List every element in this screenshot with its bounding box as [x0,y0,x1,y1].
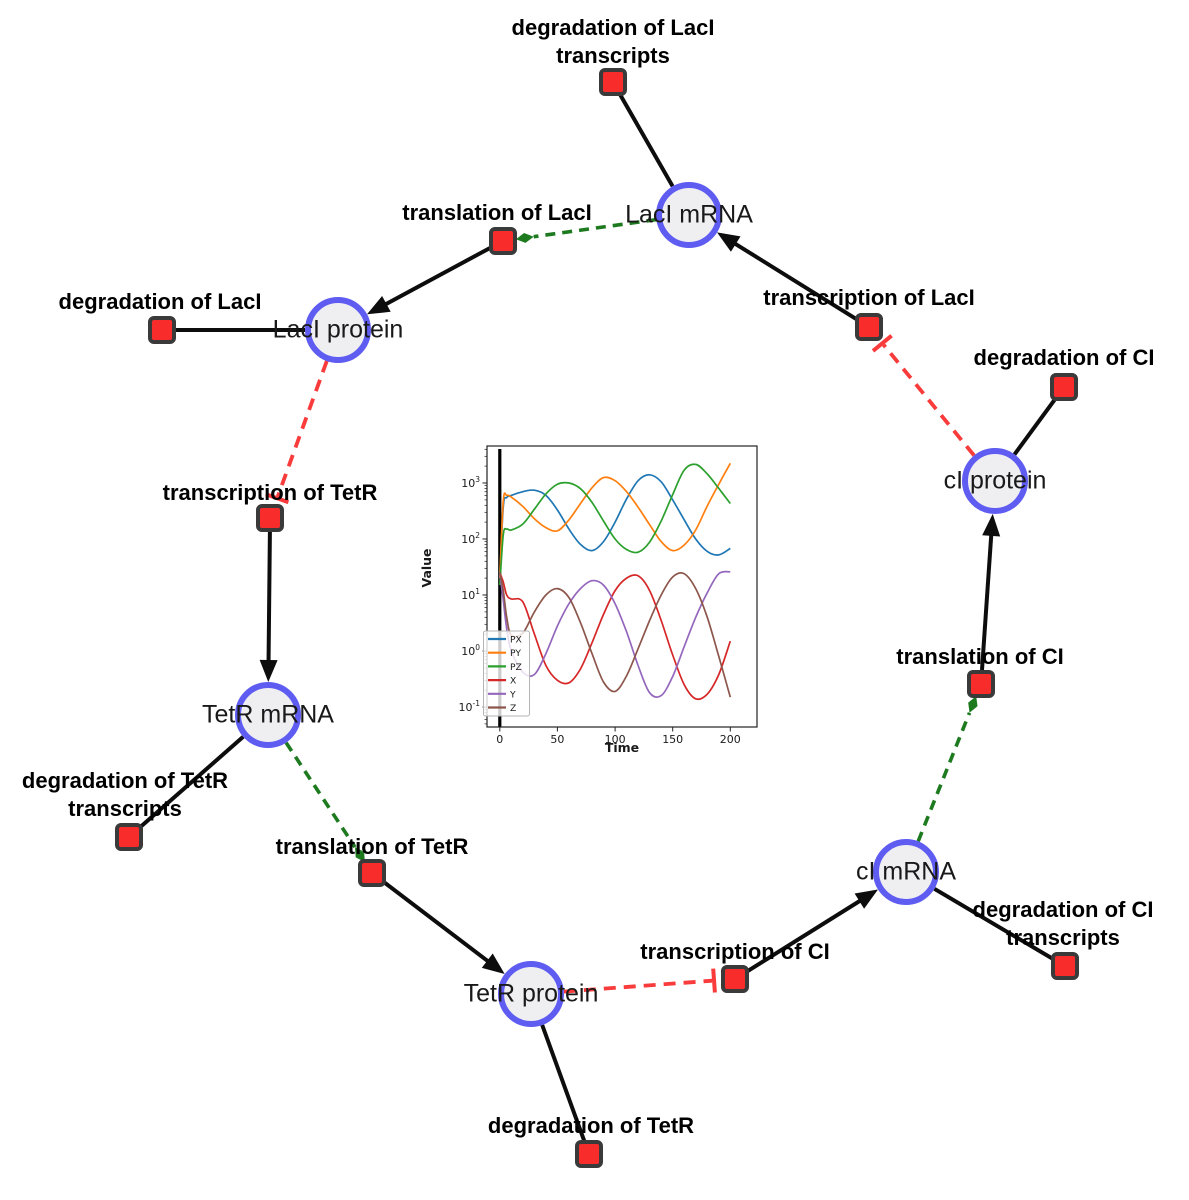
legend-label-Z: Z [510,703,516,714]
edge-tr_ci-ci_mrna[interactable] [745,889,878,974]
edge-tl_tetr-tetr_protein[interactable] [381,879,505,975]
reaction-label-line: degradation of TetR [487,1113,695,1138]
reaction-node-deg_tetr[interactable] [575,1140,603,1168]
reaction-label-line: transcription of LacI [763,285,975,310]
reaction-node-tl_tetr[interactable] [358,859,386,887]
edge-laci_mrna-tl_laci[interactable] [515,217,657,243]
reaction-node-deg_ci[interactable] [1050,373,1078,401]
legend: PX PY PZ XYZ [483,630,530,717]
edge-laci_protein-tr_tetr[interactable] [265,360,329,505]
y-tick-label: 10-1 [459,699,481,714]
reaction-label-tr_laci: transcription of LacI [763,284,974,312]
reaction-label-tr_ci: transcription of CI [640,938,829,966]
reaction-label-deg_tetr: degradation of TetR [488,1112,694,1140]
y-tick-label: 103 [461,475,480,490]
species-node-ci_mrna[interactable] [873,839,939,905]
species-node-tetr_mrna[interactable] [235,682,301,748]
species-label-laci_protein: LacI protein [272,315,404,344]
species-label-tetr_protein: TetR protein [463,979,599,1008]
edge-ci_protein-deg_ci[interactable] [1012,397,1058,456]
reaction-label-line: transcripts [68,796,182,821]
reaction-label-deg_laci_tx: degradation of LacI transcripts [512,14,715,70]
reaction-label-line: transcription of TetR [162,480,378,505]
series-line-PY [498,462,732,579]
reaction-node-deg_laci_tx[interactable] [599,68,627,96]
series-line-PX [498,473,731,579]
reaction-node-tl_ci[interactable] [967,670,995,698]
species-node-laci_protein[interactable] [305,297,371,363]
reaction-label-deg_ci_tx: degradation of CI transcripts [973,896,1154,952]
reaction-node-tr_tetr[interactable] [256,504,284,532]
reaction-label-tl_laci: translation of LacI [402,199,591,227]
legend-label-PX: PX [510,635,522,646]
edge-ci_protein-tr_laci[interactable] [871,334,976,457]
series-line-X [499,572,732,701]
reaction-node-deg_tetr_tx[interactable] [115,823,143,851]
y-tick-label: 101 [461,587,480,602]
edge-tetr_protein-tr_ci[interactable] [563,968,717,994]
reaction-label-tr_tetr: transcription of TetR [163,479,378,507]
x-axis-label: Time [605,740,639,755]
x-tick-label: 50 [550,733,564,746]
y-tick-label: 100 [461,643,480,658]
species-label-laci_mrna: LacI mRNA [625,200,753,229]
edge-ci_mrna-deg_ci_tx[interactable] [933,887,1054,961]
legend-label-PZ: PZ [510,662,522,673]
reaction-label-line: transcripts [556,43,670,68]
reaction-label-line: degradation of LacI [58,289,262,314]
legend-label-PY: PY [510,648,521,659]
reaction-label-deg_tetr_tx: degradation of TetR transcripts [22,767,228,823]
x-tick-label: 100 [605,733,626,746]
reaction-label-line: translation of CI [896,644,1064,669]
species-node-ci_protein[interactable] [962,448,1028,514]
reaction-label-line: degradation of CI [972,897,1154,922]
reaction-node-deg_ci_tx[interactable] [1051,952,1079,980]
species-label-ci_protein: cI protein [943,466,1047,495]
edge-tr_tetr-tetr_mrna[interactable] [259,531,278,682]
edge-tetr_mrna-deg_tetr_tx[interactable] [138,735,245,830]
time-series-inset: 0 50 100 150 200 10-1 100 101 102 103 Time Value PX P… [420,435,770,765]
edge-tl_ci-ci_protein[interactable] [980,513,1001,671]
reaction-node-tr_ci[interactable] [721,965,749,993]
species-label-tetr_mrna: TetR mRNA [202,700,334,729]
reaction-label-line: transcription of CI [640,939,830,964]
reaction-label-tl_tetr: translation of TetR [276,833,469,861]
legend-label-Y: Y [509,689,516,700]
axes-frame [486,445,758,728]
edge-ci_mrna-tl_ci[interactable] [916,696,978,842]
edge-tr_laci-laci_mrna[interactable] [717,232,859,322]
species-node-laci_mrna[interactable] [656,182,722,248]
edge-tl_laci-laci_protein[interactable] [367,245,492,315]
reaction-label-deg_laci: degradation of LacI [59,288,262,316]
x-tick-label: 150 [662,733,683,746]
reaction-node-deg_laci[interactable] [148,316,176,344]
reaction-label-line: degradation of LacI [511,15,715,40]
reaction-label-line: translation of LacI [402,200,592,225]
reaction-label-line: transcripts [1006,925,1120,950]
reaction-label-line: degradation of TetR [21,768,229,793]
species-node-tetr_protein[interactable] [498,961,564,1027]
legend-label-X: X [510,676,516,687]
edge-tetr_mrna-tl_tetr[interactable] [284,741,365,863]
x-tick-label: 200 [720,733,741,746]
reaction-node-tl_laci[interactable] [489,227,517,255]
x-tick-label: 0 [496,733,503,746]
reaction-label-deg_ci: degradation of CI [974,344,1155,372]
reaction-node-tr_laci[interactable] [855,313,883,341]
edge-laci_mrna-deg_laci_tx[interactable] [618,93,675,188]
y-tick-label: 102 [461,531,480,546]
y-axis-label: Value [420,548,434,587]
species-label-ci_mrna: cI mRNA [856,857,956,886]
edge-tetr_protein-deg_tetr[interactable] [540,1024,587,1142]
time-series-plot: 0 50 100 150 20010-1100101102103TimeValuePXP… [420,445,758,755]
series-line-PZ [498,463,731,586]
reaction-label-tl_ci: translation of CI [896,643,1063,671]
reaction-label-line: translation of TetR [275,834,469,859]
reaction-label-line: degradation of CI [973,345,1155,370]
